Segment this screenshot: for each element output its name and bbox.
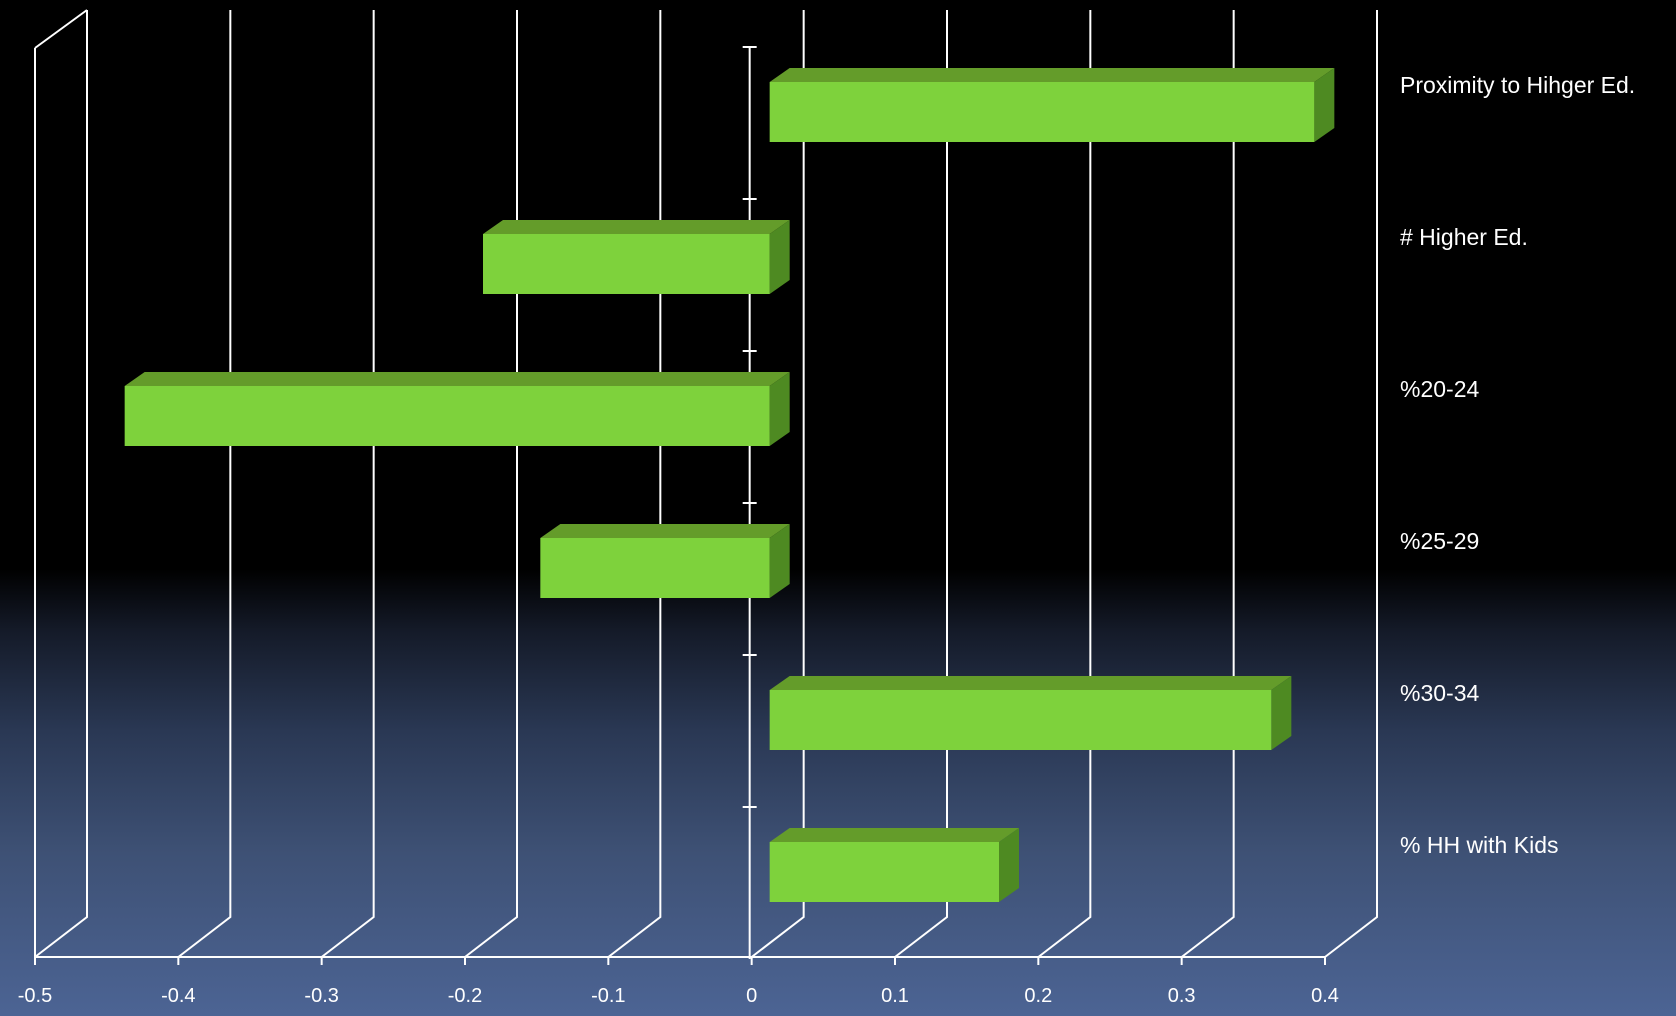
x-tick-label: 0.3: [1168, 985, 1196, 1007]
grid-line: [607, 10, 662, 958]
category-label: % HH with Kids: [1400, 832, 1558, 858]
bar-side-face: [999, 828, 1019, 902]
category-label: %25-29: [1400, 528, 1479, 554]
bar-side-face: [769, 372, 790, 446]
x-tick-label: -0.3: [304, 985, 338, 1007]
category-label: Proximity to Hihger Ed.: [1400, 72, 1635, 98]
x-tick-label: 0: [746, 985, 757, 1007]
bar-side-face: [769, 220, 790, 294]
bar-front-face: [769, 690, 1272, 750]
category-axis: [742, 46, 757, 959]
bar-front-face: [124, 386, 770, 446]
grid-line: [177, 10, 232, 958]
x-tick-label: -0.4: [161, 985, 195, 1007]
bar-front-face: [769, 82, 1315, 142]
bar: [769, 676, 1292, 750]
x-tick-label: 0.1: [881, 985, 909, 1007]
grid-line: [751, 10, 805, 958]
grid-line: [1324, 10, 1378, 958]
bar-top-face: [124, 372, 790, 386]
left-wall-top: [34, 9, 88, 49]
bar-top-face: [769, 676, 1292, 690]
category-label: # Higher Ed.: [1400, 224, 1528, 250]
grid-line: [1037, 10, 1092, 958]
x-tick-label: -0.5: [18, 985, 52, 1007]
category-label: %20-24: [1400, 376, 1479, 402]
bar-front-face: [483, 234, 770, 294]
grid-line: [1181, 10, 1235, 958]
bar: [124, 372, 790, 446]
grid-line: [894, 10, 948, 958]
grid-lines: [34, 9, 1378, 965]
bars: [124, 68, 1335, 902]
x-tick-label: -0.2: [448, 985, 482, 1007]
x-tick-label: 0.4: [1311, 985, 1339, 1007]
bar: [769, 68, 1335, 142]
bar: [483, 220, 790, 294]
bar-side-face: [769, 524, 790, 598]
bar: [769, 828, 1019, 902]
bar-front-face: [769, 842, 999, 902]
x-tick-label: 0.2: [1024, 985, 1052, 1007]
bar-top-face: [769, 828, 1019, 842]
grid-line: [464, 10, 518, 958]
bar-top-face: [769, 68, 1335, 82]
bar-side-face: [1271, 676, 1292, 750]
bar-top-face: [540, 524, 790, 538]
category-label: %30-34: [1400, 680, 1479, 706]
bar: [540, 524, 790, 598]
bar-top-face: [483, 220, 790, 234]
bar-front-face: [540, 538, 770, 598]
x-tick-label: -0.1: [591, 985, 625, 1007]
bar-side-face: [1314, 68, 1335, 142]
grid-line: [321, 10, 375, 958]
grid-line: [34, 10, 88, 958]
category-labels: Proximity to Hihger Ed. # Higher Ed. %20-2…: [1400, 72, 1635, 858]
x-tick-labels: -0.5 -0.4 -0.3 -0.2 -0.1 0 0.1 0.2 0.3 0.4: [18, 985, 1339, 1007]
